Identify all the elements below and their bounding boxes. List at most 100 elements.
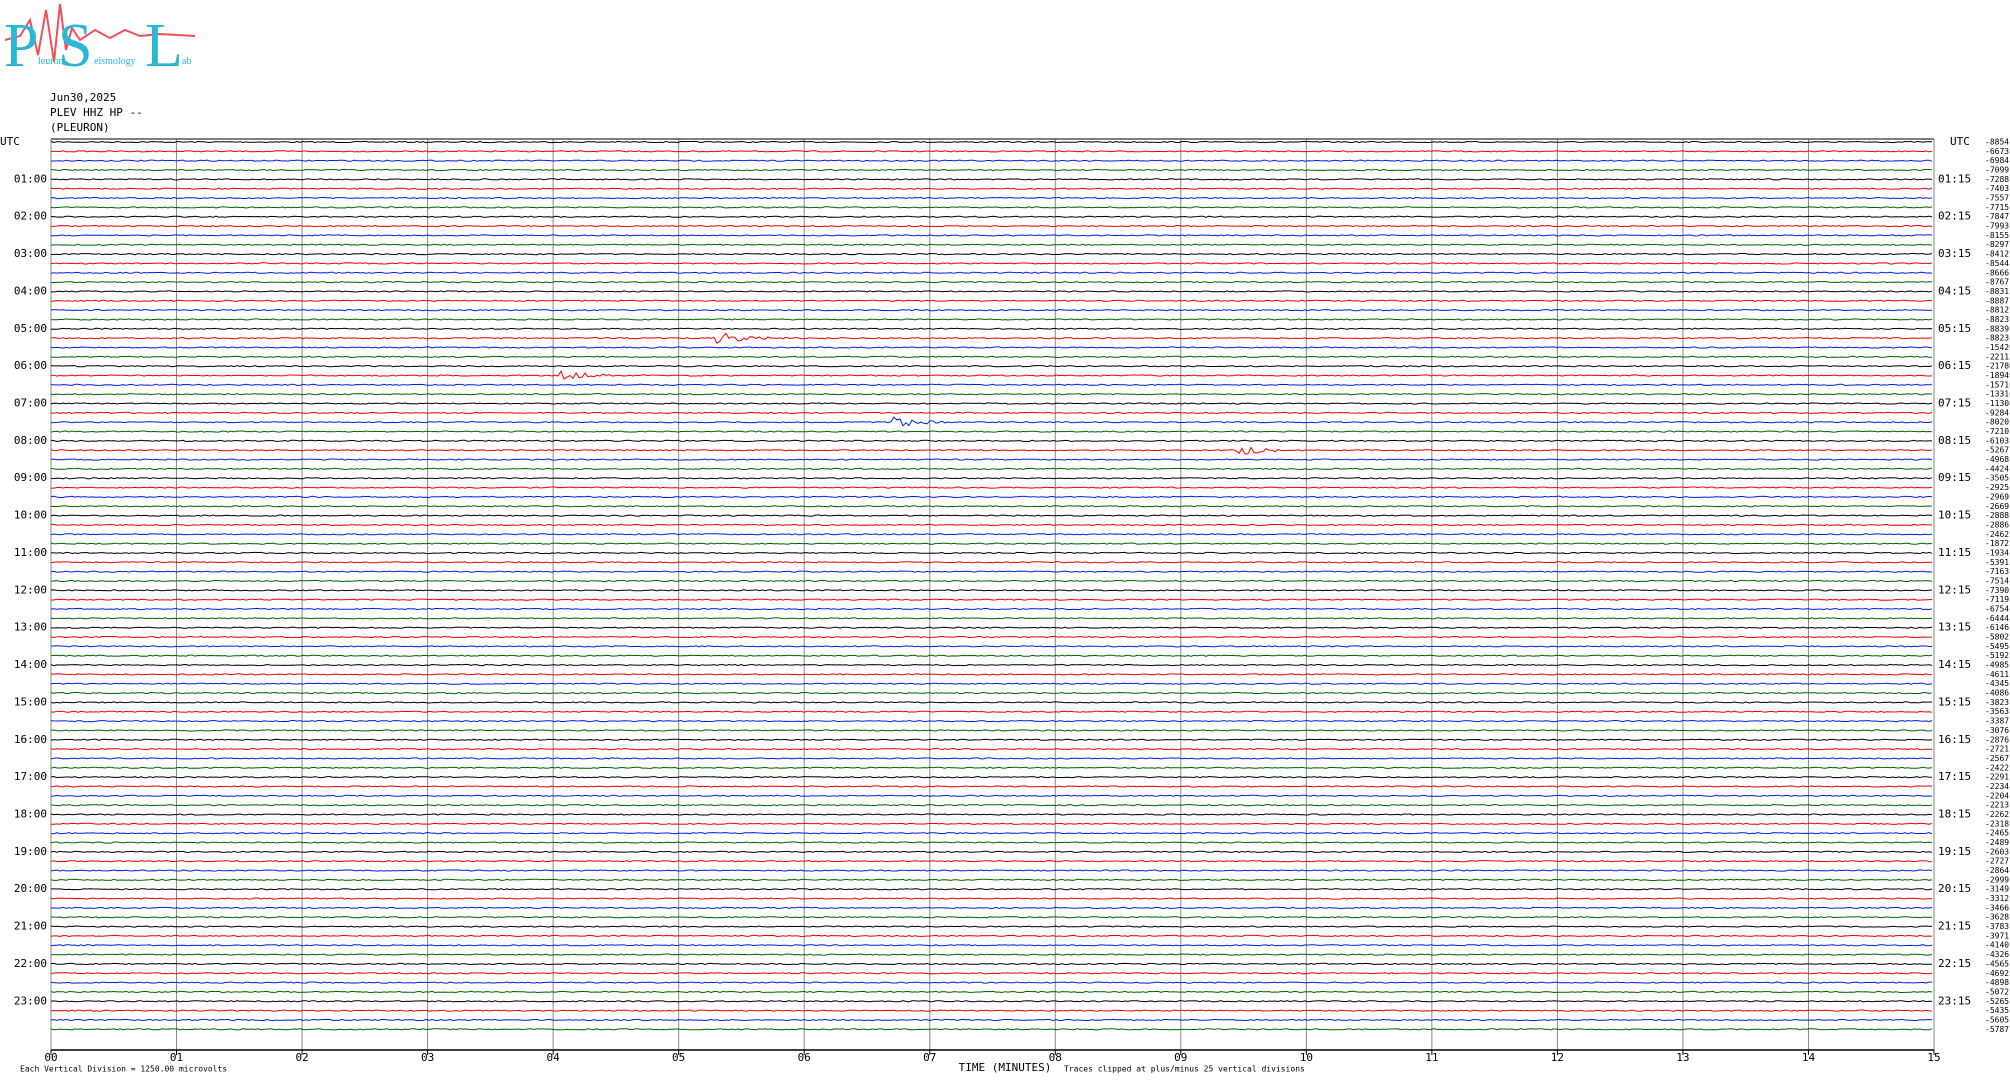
left-hour: 02:00 [14, 210, 47, 223]
right-hour: 22:15 [1938, 957, 1971, 970]
trace [50, 710, 1933, 713]
right-hour: 11:15 [1938, 546, 1971, 559]
trace [51, 215, 1933, 218]
trace-offset: -9284 [1985, 408, 2009, 417]
trace [50, 402, 1933, 405]
trace [50, 290, 1933, 293]
trace-offset: -5391 [1985, 558, 2009, 567]
trace-offset: -6673 [1985, 147, 2009, 156]
trace-offset: -7390 [1985, 586, 2009, 595]
trace-offset: -7163 [1985, 567, 2009, 576]
left-hour: 11:00 [14, 546, 47, 559]
trace-offset: -4424 [1985, 464, 2009, 473]
trace-offset: -5495 [1985, 642, 2009, 651]
right-hour: 18:15 [1938, 807, 1971, 820]
trace [50, 860, 1933, 863]
trace-offset: -2422 [1985, 763, 2009, 772]
trace-offset: -5192 [1985, 651, 2009, 660]
trace [50, 1000, 1933, 1003]
trace-offset: -7847 [1985, 212, 2009, 221]
left-hour: 10:00 [14, 509, 47, 522]
trace [50, 878, 1933, 882]
right-hour: 01:15 [1938, 172, 1971, 185]
trace-offset: -4692 [1985, 969, 2009, 978]
trace-offset: -6146 [1985, 623, 2009, 632]
trace [50, 663, 1933, 667]
logo-letter: L [145, 12, 183, 80]
trace-offset: -4086 [1985, 689, 2009, 698]
trace [50, 383, 1933, 386]
trace [50, 729, 1933, 732]
trace-offset: -3971 [1985, 931, 2009, 940]
trace-offset: -2213 [1985, 801, 2009, 810]
trace-offset: -7715 [1985, 203, 2009, 212]
x-title: TIME (MINUTES) [959, 1061, 1052, 1074]
trace-offset: -5802 [1985, 633, 2009, 642]
trace-offset: -1872 [1985, 539, 2009, 548]
trace-offset: -2462 [1985, 530, 2009, 539]
trace [50, 224, 1933, 228]
trace-offset: -2204 [1985, 791, 2009, 800]
left-hour: 21:00 [14, 920, 47, 933]
trace-offset: -7993 [1985, 222, 2009, 231]
trace-offset: -8831 [1985, 287, 2009, 296]
trace [50, 280, 1933, 284]
trace [50, 271, 1933, 274]
trace [50, 206, 1933, 209]
left-hour: 18:00 [14, 807, 47, 820]
trace-offset: -4968 [1985, 455, 2009, 464]
trace-offset: -2886 [1985, 520, 2009, 529]
trace [50, 673, 1933, 676]
trace [50, 897, 1933, 900]
trace [51, 822, 1933, 825]
trace-offset: -2262 [1985, 810, 2009, 819]
left-hour: 23:00 [14, 994, 47, 1007]
left-hour: 14:00 [14, 658, 47, 671]
trace [50, 701, 1933, 704]
trace [50, 346, 1933, 349]
trace-offset: -4898 [1985, 978, 2009, 987]
x-tick-label: 10 [1300, 1051, 1313, 1064]
trace [50, 416, 1933, 427]
trace-offset: -8020 [1985, 418, 2009, 427]
trace-offset: -5605 [1985, 1015, 2009, 1024]
trace [50, 458, 1933, 461]
trace [50, 262, 1933, 265]
trace [50, 370, 1933, 380]
trace-offset: -2567 [1985, 754, 2009, 763]
trace-offset: -21786 [1985, 362, 2010, 371]
right-hour: 12:15 [1938, 583, 1971, 596]
trace [50, 252, 1933, 256]
trace [50, 196, 1933, 200]
trace [50, 430, 1933, 433]
left-hour: 01:00 [14, 172, 47, 185]
right-hour: 14:15 [1938, 658, 1971, 671]
logo-letter: S [58, 12, 92, 80]
trace [50, 934, 1933, 938]
trace [50, 168, 1933, 172]
trace-offset: -3387 [1985, 717, 2009, 726]
trace [50, 803, 1933, 807]
trace [50, 589, 1933, 592]
trace-offset: -3076 [1985, 726, 2009, 735]
trace [50, 832, 1933, 835]
trace-offset: -8297 [1985, 240, 2009, 249]
trace [51, 953, 1933, 956]
trace [50, 747, 1933, 751]
trace [50, 446, 1933, 455]
trace [50, 332, 1933, 344]
trace [50, 635, 1933, 639]
trace-offset: -7514 [1985, 576, 2009, 585]
trace [50, 869, 1933, 872]
trace-offset: -8887 [1985, 296, 2009, 305]
trace [50, 962, 1932, 966]
trace-offset: -5435 [1985, 1006, 2009, 1015]
x-tick-label: 08 [1049, 1051, 1062, 1064]
right-label: UTC [1950, 135, 1970, 148]
right-hour: 09:15 [1938, 471, 1971, 484]
trace [50, 495, 1933, 499]
trace-offset: -5072 [1985, 987, 2009, 996]
trace-offset: -4326 [1985, 950, 2009, 959]
right-hour: 06:15 [1938, 359, 1971, 372]
trace [50, 355, 1933, 358]
